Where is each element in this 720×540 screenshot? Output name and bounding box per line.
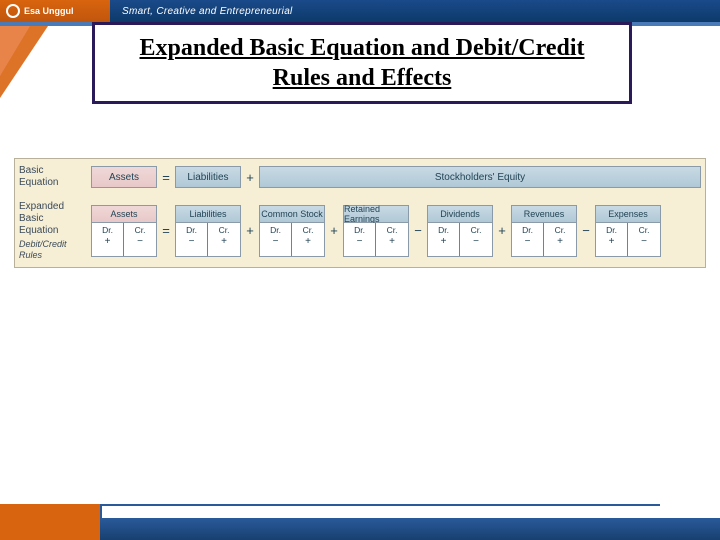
operator: + [327,223,341,238]
t-credit-side: Cr.+ [376,223,408,256]
t-account-body: Dr.+Cr.− [427,223,493,257]
t-account-body: Dr.−Cr.+ [259,223,325,257]
footer-line [100,504,660,518]
t-account-head: Liabilities [175,205,241,223]
expanded-label: Expanded Basic Equation [19,201,85,237]
t-account-body: Dr.+Cr.− [595,223,661,257]
t-credit-side: Cr.+ [292,223,324,256]
basic-row-label: Basic Equation [15,159,89,195]
t-debit-side: Dr.+ [596,223,628,256]
t-credit-side: Cr.− [124,223,156,256]
header-bar: Esa Unggul Smart, Creative and Entrepren… [0,0,720,22]
t-debit-side: Dr.+ [92,223,124,256]
footer-orange-block [0,504,100,540]
operator: + [243,223,257,238]
t-account: Common StockDr.−Cr.+ [259,205,325,257]
header-tagline: Smart, Creative and Entrepreneurial [122,6,293,17]
basic-eq-body: Assets = Liabilities + Stockholders' Equ… [89,159,705,195]
t-account-head: Dividends [427,205,493,223]
t-account: RevenuesDr.−Cr.+ [511,205,577,257]
t-account-body: Dr.−Cr.+ [511,223,577,257]
t-account-body: Dr.−Cr.+ [343,223,409,257]
footer [0,502,720,540]
expanded-equation-row: Expanded Basic Equation Debit/Credit Rul… [15,195,705,267]
equation-diagram: Basic Equation Assets = Liabilities + St… [14,158,706,268]
page-title: Expanded Basic Equation and Debit/Credit… [109,33,615,93]
footer-blue-bar [0,518,720,540]
logo-area: Esa Unggul [0,0,110,22]
t-account-head: Assets [91,205,157,223]
t-debit-side: Dr.+ [428,223,460,256]
basic-stockholders-equity-box: Stockholders' Equity [259,166,701,188]
basic-liabilities-box: Liabilities [175,166,241,188]
logo-icon [6,4,20,18]
expanded-row-label: Expanded Basic Equation Debit/Credit Rul… [15,195,89,267]
basic-assets-box: Assets [91,166,157,188]
operator: + [495,223,509,238]
t-account-body: Dr.+Cr.− [91,223,157,257]
t-account-head: Common Stock [259,205,325,223]
t-account: ExpensesDr.+Cr.− [595,205,661,257]
op-plus: + [243,170,257,185]
t-credit-side: Cr.+ [544,223,576,256]
t-account: LiabilitiesDr.−Cr.+ [175,205,241,257]
logo-text: Esa Unggul [24,6,74,16]
t-account: AssetsDr.+Cr.− [91,205,157,257]
basic-equation-row: Basic Equation Assets = Liabilities + St… [15,159,705,195]
expanded-eq-body: AssetsDr.+Cr.−=LiabilitiesDr.−Cr.++Commo… [89,195,705,267]
t-debit-side: Dr.− [344,223,376,256]
operator: − [579,223,593,238]
t-credit-side: Cr.− [628,223,660,256]
t-account-head: Expenses [595,205,661,223]
operator: − [411,223,425,238]
title-box: Expanded Basic Equation and Debit/Credit… [92,22,632,104]
t-account: Retained EarningsDr.−Cr.+ [343,205,409,257]
operator: = [159,223,173,238]
t-credit-side: Cr.+ [208,223,240,256]
t-debit-side: Dr.− [512,223,544,256]
t-debit-side: Dr.− [260,223,292,256]
t-debit-side: Dr.− [176,223,208,256]
t-credit-side: Cr.− [460,223,492,256]
t-account-head: Retained Earnings [343,205,409,223]
corner-accent-2 [0,26,30,76]
t-account: DividendsDr.+Cr.− [427,205,493,257]
t-account-head: Revenues [511,205,577,223]
op-equals: = [159,170,173,185]
expanded-sublabel: Debit/Credit Rules [19,239,85,261]
t-account-body: Dr.−Cr.+ [175,223,241,257]
